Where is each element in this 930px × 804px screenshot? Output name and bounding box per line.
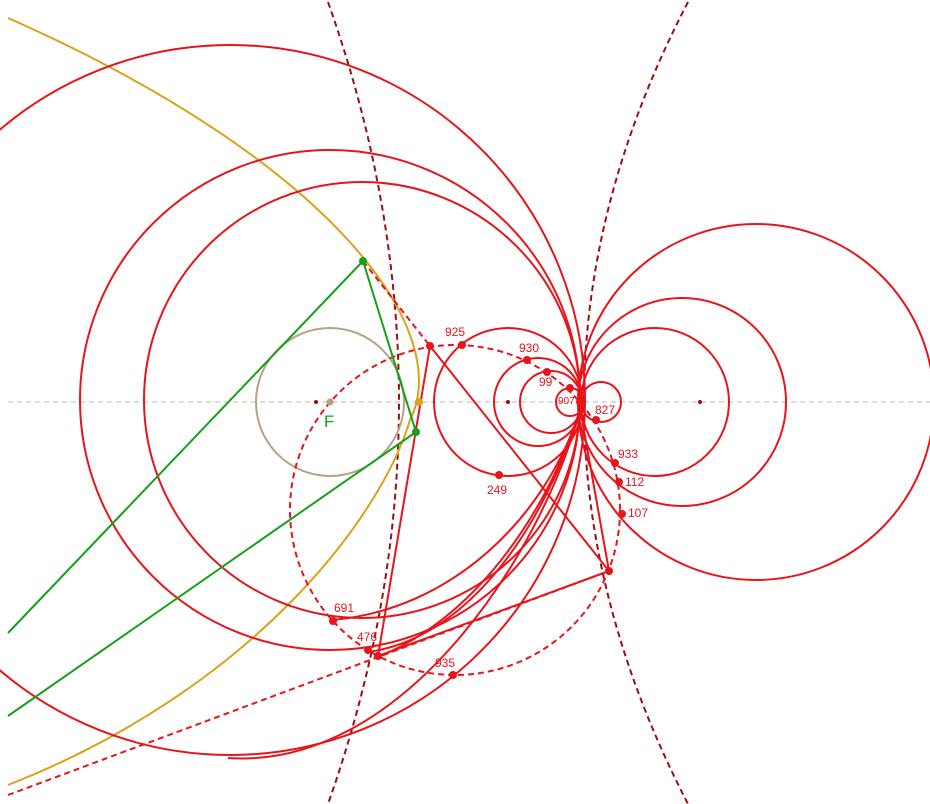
- red-arc-2: [367, 409, 581, 653]
- point-intersection-bottom: [374, 652, 382, 660]
- focus-label: F: [324, 412, 334, 431]
- hyperbola-left-branch: [327, 1, 400, 804]
- label-112: 112: [625, 475, 644, 489]
- point-930: [523, 356, 531, 364]
- point-intersection-right: [605, 567, 613, 575]
- point-249: [495, 471, 503, 479]
- dashed-red-circle: [289, 344, 621, 676]
- red-line-2: [377, 345, 431, 657]
- label-907: 907: [558, 396, 575, 407]
- label-107: 107: [628, 506, 648, 520]
- center-dot-1: [314, 400, 318, 404]
- red-circle-large-3: [143, 181, 581, 619]
- point-691: [329, 617, 337, 625]
- point-112: [615, 478, 623, 486]
- label-930: 930: [519, 341, 539, 355]
- point-476: [364, 646, 372, 654]
- red-arc-4: [227, 409, 581, 760]
- red-dashed-chord: [362, 260, 431, 347]
- point-925: [458, 341, 466, 349]
- point-107: [618, 510, 626, 518]
- red-line-1: [429, 345, 610, 572]
- focus-circle: [255, 327, 405, 477]
- center-dot-3: [698, 400, 702, 404]
- label-925: 925: [445, 325, 465, 339]
- red-circle-large-1: [0, 44, 586, 756]
- red-dashed-line: [7, 570, 610, 796]
- green-line-2: [362, 260, 417, 433]
- focus-point: [326, 398, 334, 406]
- label-933: 933: [618, 447, 638, 461]
- conic-curve: [7, 17, 420, 786]
- label-99: 99: [539, 375, 553, 389]
- label-935: 935: [435, 656, 455, 670]
- green-point-top: [359, 257, 367, 265]
- point-827: [592, 416, 600, 424]
- red-circle-right-2: [577, 297, 787, 507]
- point-tangency: [576, 398, 584, 406]
- gold-point: [415, 398, 423, 406]
- point-935: [449, 671, 457, 679]
- green-point-bottom: [412, 428, 420, 436]
- point-933: [611, 459, 619, 467]
- red-arc-3: [331, 409, 581, 621]
- red-line-4: [579, 407, 610, 572]
- label-476: 476: [357, 630, 377, 644]
- point-intersection-top: [426, 342, 434, 350]
- point-99: [543, 368, 551, 376]
- center-dot-2: [506, 400, 510, 404]
- label-691: 691: [334, 601, 354, 615]
- label-249: 249: [487, 483, 507, 497]
- point-907: [566, 384, 574, 392]
- label-827: 827: [595, 403, 615, 417]
- green-line-1: [7, 260, 364, 634]
- green-line-3: [7, 431, 417, 717]
